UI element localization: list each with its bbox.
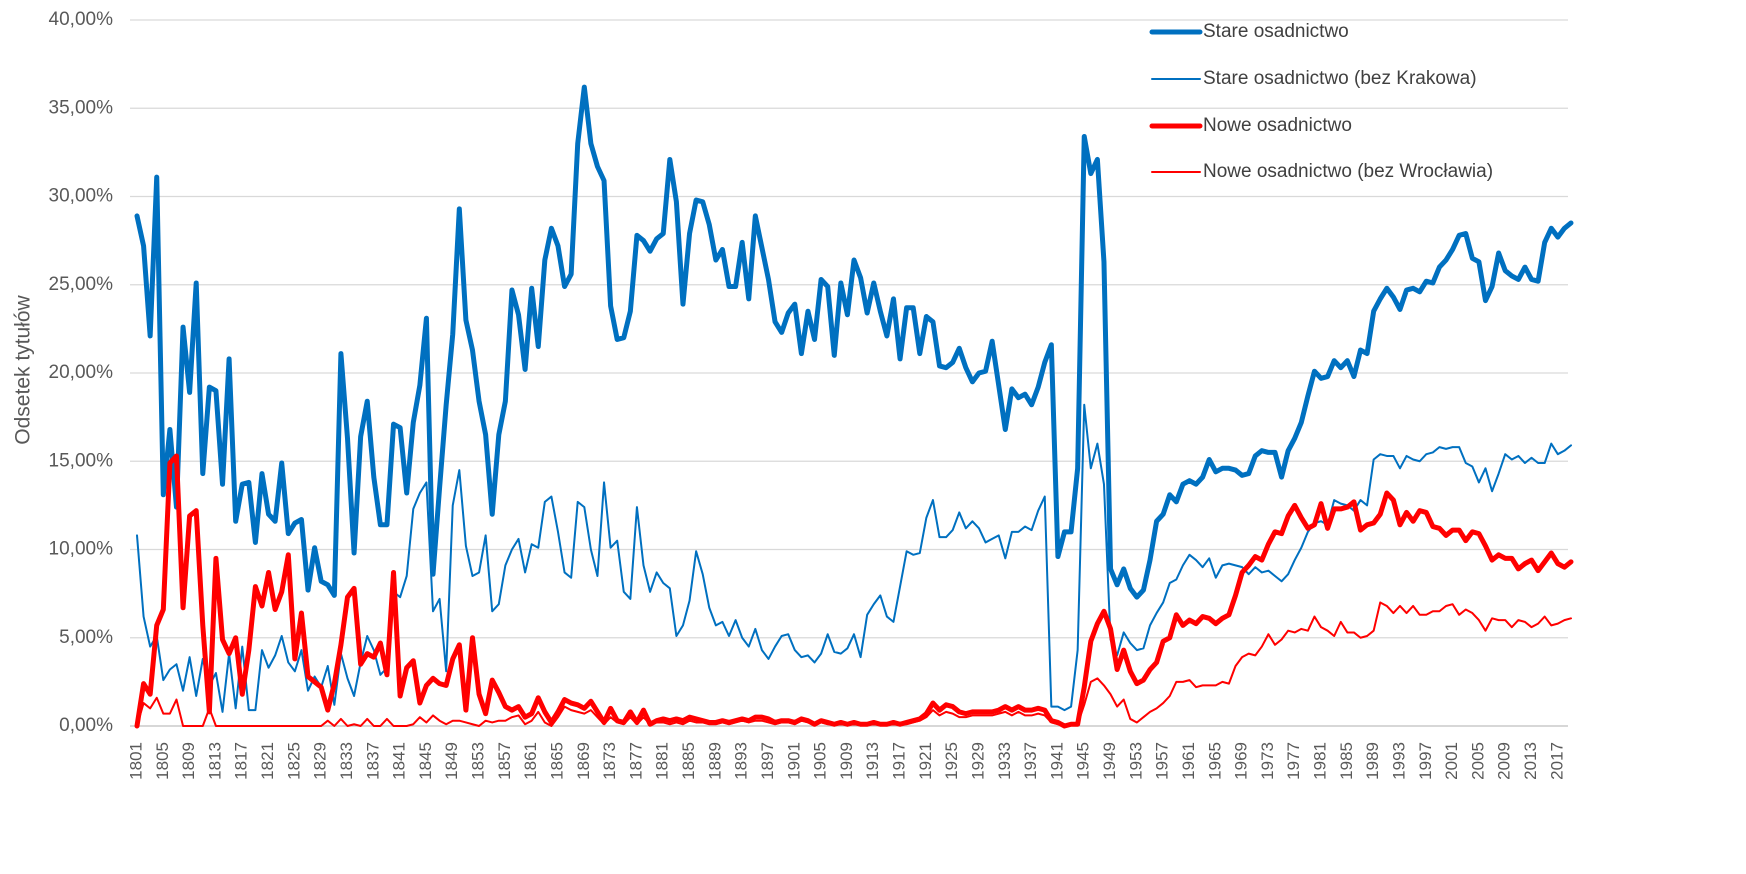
x-tick-label: 1873 — [600, 742, 619, 780]
x-tick-label: 1801 — [126, 742, 145, 780]
x-tick-label: 1921 — [916, 742, 935, 780]
data-line — [136, 403, 1572, 713]
x-tick-label: 1945 — [1074, 742, 1093, 780]
x-tick-label: 1897 — [758, 742, 777, 780]
x-tick-label: 1989 — [1363, 742, 1382, 780]
x-tick-label: 1953 — [1126, 742, 1145, 780]
x-tick-label: 1985 — [1337, 742, 1356, 780]
x-tick-label: 1949 — [1100, 742, 1119, 780]
x-tick-label: 1881 — [653, 742, 672, 780]
x-tick-label: 1809 — [179, 742, 198, 780]
x-tick-label: 1909 — [837, 742, 856, 780]
x-tick-label: 2009 — [1495, 742, 1514, 780]
x-tick-label: 1857 — [495, 742, 514, 780]
legend-label: Stare osadnictwo — [1203, 21, 1349, 42]
x-tick-label: 1925 — [942, 742, 961, 780]
x-tick-label: 1869 — [574, 742, 593, 780]
x-tick-label: 2001 — [1442, 742, 1461, 780]
y-tick-label: 15,00% — [49, 450, 114, 471]
x-tick-label: 1973 — [1258, 742, 1277, 780]
x-tick-label: 1849 — [442, 742, 461, 780]
x-tick-label: 1821 — [258, 742, 277, 780]
x-tick-label: 1941 — [1047, 742, 1066, 780]
x-tick-label: 1933 — [995, 742, 1014, 780]
y-tick-label: 30,00% — [49, 186, 114, 207]
y-tick-label: 35,00% — [49, 97, 114, 118]
y-tick-label: 40,00% — [49, 9, 114, 30]
x-tick-label: 1917 — [890, 742, 909, 780]
x-tick-label: 1893 — [732, 742, 751, 780]
data-line — [134, 453, 1574, 729]
x-tick-label: 1957 — [1153, 742, 1172, 780]
legend-label: Nowe osadnictwo (bez Wrocławia) — [1203, 161, 1493, 182]
x-tick-label: 1905 — [811, 742, 830, 780]
x-tick-label: 1961 — [1179, 742, 1198, 780]
x-tick-label: 1837 — [363, 742, 382, 780]
data-line — [136, 601, 1572, 727]
x-tick-label: 1901 — [784, 742, 803, 780]
x-tick-label: 2013 — [1521, 742, 1540, 780]
x-tick-label: 1865 — [547, 742, 566, 780]
x-tick-label: 1845 — [416, 742, 435, 780]
x-tick-label: 1817 — [232, 742, 251, 780]
x-tick-label: 1977 — [1284, 742, 1303, 780]
x-tick-label: 1885 — [679, 742, 698, 780]
x-tick-label: 1829 — [311, 742, 330, 780]
x-tick-label: 1969 — [1232, 742, 1251, 780]
x-tick-label: 2005 — [1468, 742, 1487, 780]
y-tick-label: 0,00% — [59, 715, 113, 736]
x-tick-label: 1805 — [153, 742, 172, 780]
x-tick-label: 1877 — [626, 742, 645, 780]
x-tick-label: 1929 — [968, 742, 987, 780]
y-tick-label: 25,00% — [49, 274, 114, 295]
x-tick-label: 1981 — [1311, 742, 1330, 780]
x-tick-label: 1937 — [1021, 742, 1040, 780]
y-axis-label: Odsetek tytułów — [12, 294, 35, 444]
x-tick-label: 1997 — [1416, 742, 1435, 780]
data-line — [134, 84, 1574, 600]
x-tick-label: 1853 — [469, 742, 488, 780]
x-tick-label: 1889 — [705, 742, 724, 780]
x-tick-label: 1993 — [1389, 742, 1408, 780]
x-tick-label: 1861 — [521, 742, 540, 780]
legend-label: Stare osadnictwo (bez Krakowa) — [1203, 68, 1477, 89]
x-tick-label: 1913 — [863, 742, 882, 780]
x-tick-label: 1833 — [337, 742, 356, 780]
x-tick-label: 2017 — [1547, 742, 1566, 780]
y-tick-label: 20,00% — [49, 362, 114, 383]
y-tick-label: 10,00% — [49, 539, 114, 560]
x-tick-label: 1813 — [205, 742, 224, 780]
x-tick-label: 1841 — [390, 742, 409, 780]
legend-label: Nowe osadnictwo — [1203, 115, 1352, 136]
x-tick-label: 1825 — [284, 742, 303, 780]
x-tick-label: 1965 — [1205, 742, 1224, 780]
y-tick-label: 5,00% — [59, 627, 113, 648]
